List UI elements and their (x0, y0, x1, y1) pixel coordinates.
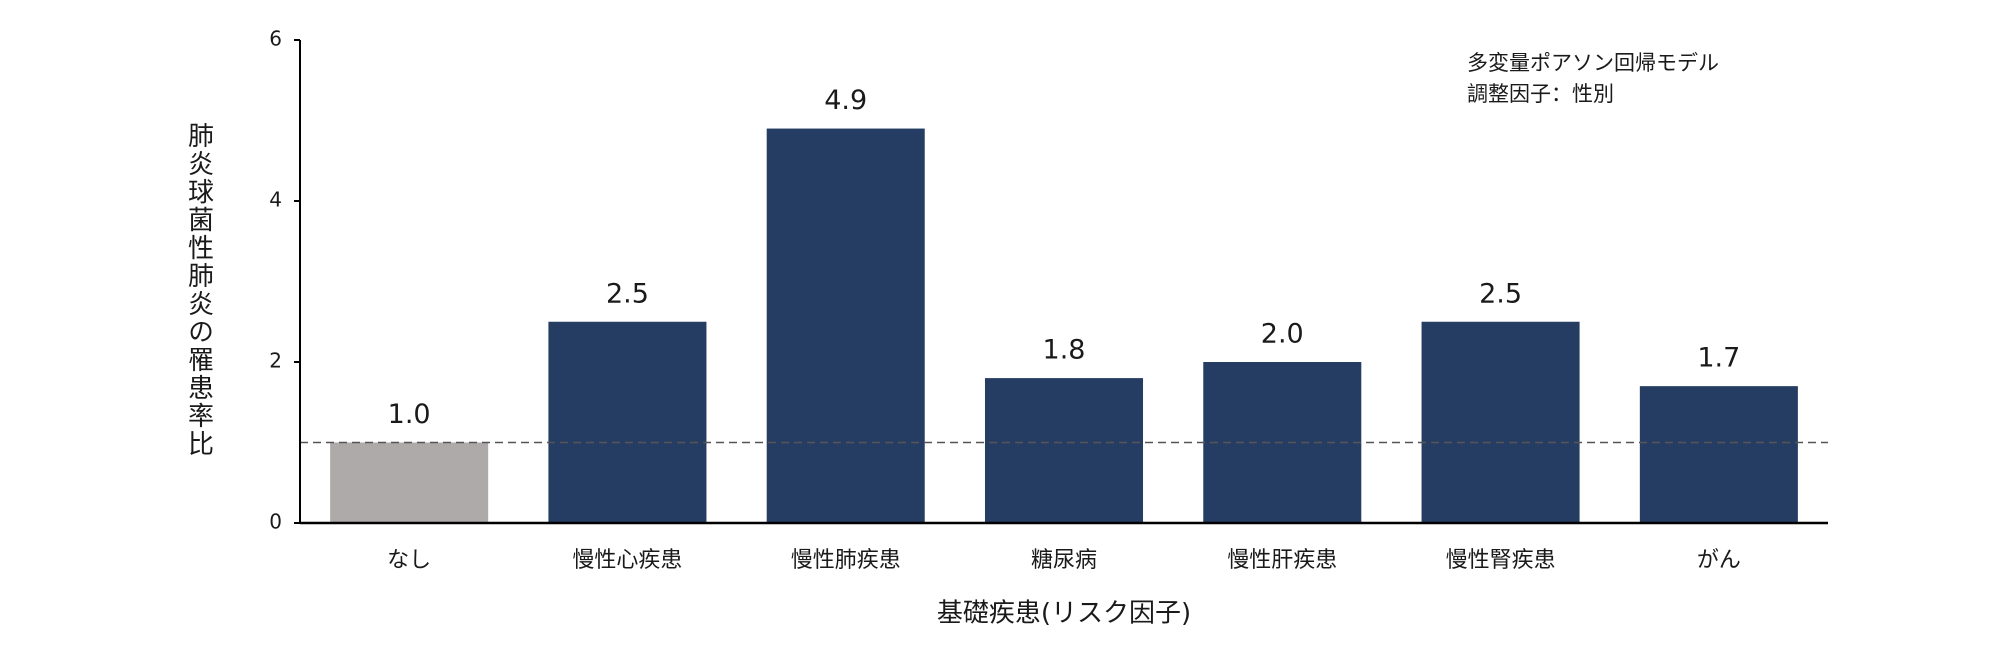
bar (1421, 321, 1580, 523)
bar (548, 321, 707, 523)
y-axis-title: 肺炎球菌性肺炎の罹患率比 (184, 122, 214, 458)
y-tick-label: 2 (269, 349, 282, 373)
value-label: 1.0 (388, 399, 431, 430)
x-tick-label: 糖尿病 (1031, 548, 1097, 573)
value-label: 1.7 (1697, 343, 1740, 374)
x-tick-label: 慢性心疾患 (572, 548, 682, 573)
y-tick-label: 0 (269, 510, 282, 534)
bar (330, 442, 489, 523)
value-label: 2.0 (1261, 319, 1304, 350)
bar (1639, 386, 1798, 523)
x-tick-label: なし (387, 548, 431, 573)
annotation: 多変量ポアソン回帰モデル (1467, 51, 1719, 75)
x-tick-label: 慢性肺疾患 (791, 548, 901, 573)
y-tick-label: 4 (269, 188, 282, 212)
x-axis-title: 基礎疾患(リスク因子) (937, 599, 1191, 629)
value-label: 2.5 (606, 278, 649, 309)
bar (766, 128, 925, 524)
value-label: 2.5 (1479, 278, 1522, 309)
annotation: 調整因子：性別 (1467, 82, 1614, 106)
x-tick-label: 慢性肝疾患 (1227, 548, 1337, 573)
x-tick-label: がん (1697, 548, 1741, 573)
y-tick-label: 6 (269, 27, 282, 51)
bar (984, 378, 1144, 523)
x-tick-label: 慢性腎疾患 (1446, 548, 1556, 573)
value-label: 1.8 (1043, 335, 1086, 366)
value-label: 4.9 (824, 85, 867, 116)
